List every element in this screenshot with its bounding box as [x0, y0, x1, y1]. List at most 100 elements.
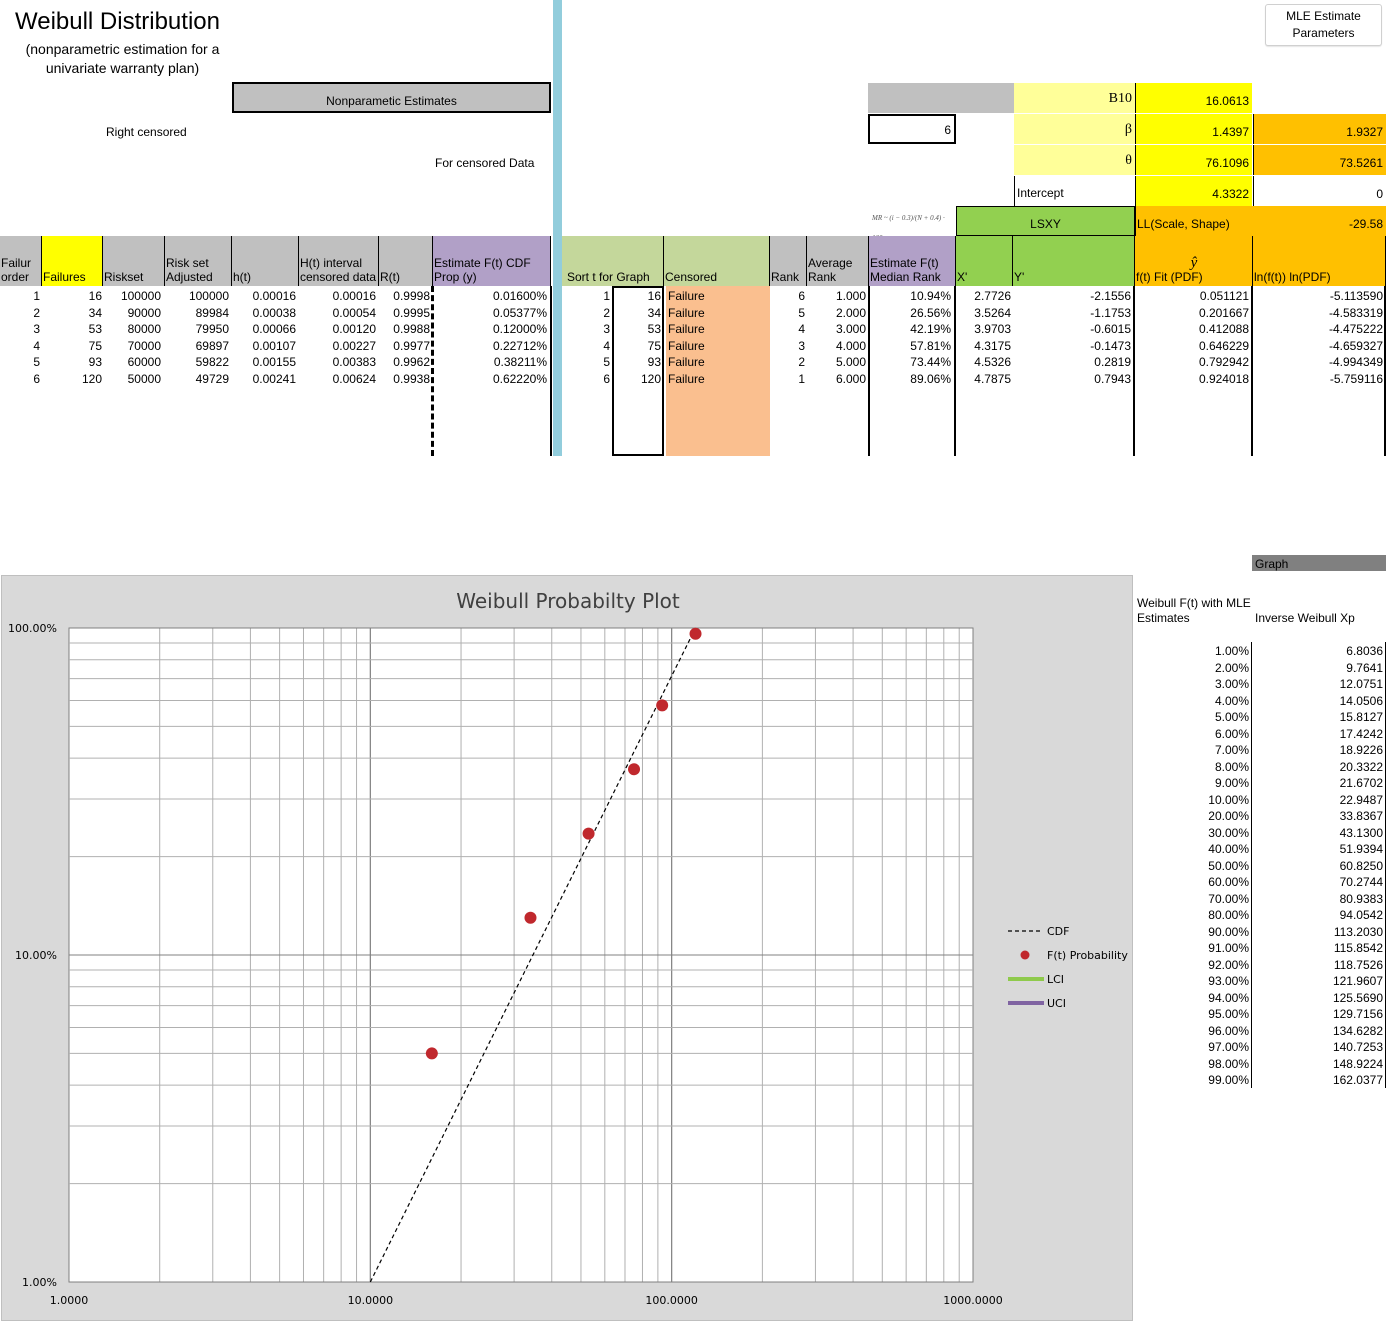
ll-value[interactable]: -29.58: [1253, 206, 1386, 236]
sort-cell[interactable]: 120: [640, 372, 661, 386]
ht-cell[interactable]: 0.00038: [252, 305, 296, 320]
y-cell[interactable]: -2.1556: [1090, 289, 1131, 303]
lnpdf-cell[interactable]: -4.659327: [1328, 338, 1383, 353]
inverse-xp-cell[interactable]: 70.2744: [1339, 875, 1383, 889]
adjusted-cell[interactable]: 89984: [195, 305, 229, 320]
inverse-xp-cell[interactable]: 22.9487: [1339, 792, 1383, 807]
intercept-mle-value[interactable]: 0: [1253, 176, 1386, 206]
inverse-percent-cell[interactable]: 91.00%: [1208, 941, 1249, 955]
average-rank-cell[interactable]: 5.000: [835, 355, 866, 370]
theta-mle-value[interactable]: 73.5261: [1253, 145, 1386, 175]
riskset-cell[interactable]: 60000: [127, 355, 161, 370]
sort-cell[interactable]: 75: [647, 338, 661, 353]
inverse-xp-cell[interactable]: 21.6702: [1339, 776, 1383, 790]
inverse-xp-cell[interactable]: 20.3322: [1339, 759, 1383, 774]
riskset-cell[interactable]: 80000: [127, 322, 161, 337]
Rt-cell[interactable]: 0.9988: [393, 322, 430, 337]
failure-order-cell[interactable]: 6: [33, 372, 40, 386]
rank-cell[interactable]: 5: [798, 305, 805, 320]
average-rank-cell[interactable]: 2.000: [835, 305, 866, 320]
censored-cell[interactable]: Failure: [668, 372, 705, 386]
inverse-xp-cell[interactable]: 6.8036: [1346, 644, 1383, 658]
Ft-cell[interactable]: 0.38211%: [493, 355, 547, 370]
median-rank-cell[interactable]: 89.06%: [910, 372, 951, 386]
failures-cell[interactable]: 120: [81, 372, 102, 386]
failure-order-cell[interactable]: 3: [33, 322, 40, 337]
inverse-percent-cell[interactable]: 30.00%: [1208, 825, 1249, 840]
pdf-cell[interactable]: 0.201667: [1198, 305, 1249, 320]
inverse-xp-cell[interactable]: 80.9383: [1339, 891, 1383, 906]
inverse-xp-cell[interactable]: 162.0377: [1332, 1073, 1383, 1087]
Ht-cell[interactable]: 0.00624: [332, 372, 376, 386]
failures-cell[interactable]: 16: [88, 289, 102, 303]
inverse-xp-cell[interactable]: 15.8127: [1339, 710, 1383, 724]
failure-order-cell[interactable]: 4: [33, 338, 40, 353]
ht-cell[interactable]: 0.00241: [252, 372, 296, 386]
inverse-percent-cell[interactable]: 80.00%: [1208, 908, 1249, 922]
inverse-percent-cell[interactable]: 9.00%: [1214, 776, 1249, 790]
sort-cell[interactable]: 34: [647, 305, 661, 320]
rank-cell[interactable]: 1: [798, 372, 805, 386]
inverse-percent-cell[interactable]: 95.00%: [1208, 1007, 1249, 1021]
ht-cell[interactable]: 0.00107: [252, 338, 296, 353]
inverse-percent-cell[interactable]: 5.00%: [1214, 710, 1249, 724]
inverse-percent-cell[interactable]: 97.00%: [1208, 1040, 1249, 1054]
x-cell[interactable]: 4.5326: [974, 355, 1011, 370]
Ft-cell[interactable]: 0.12000%: [492, 322, 547, 337]
average-rank-cell[interactable]: 4.000: [835, 338, 866, 353]
inverse-percent-cell[interactable]: 6.00%: [1214, 726, 1249, 741]
ht-cell[interactable]: 0.00155: [252, 355, 296, 370]
index-cell[interactable]: 1: [603, 289, 610, 303]
intercept-ls-value[interactable]: 4.3322: [1135, 176, 1252, 206]
index-cell[interactable]: 4: [603, 338, 610, 353]
inverse-xp-cell[interactable]: 148.9224: [1332, 1056, 1383, 1071]
inverse-xp-cell[interactable]: 17.4242: [1339, 726, 1383, 741]
adjusted-cell[interactable]: 100000: [188, 289, 229, 303]
Rt-cell[interactable]: 0.9977: [393, 338, 430, 353]
riskset-cell[interactable]: 100000: [120, 289, 161, 303]
median-rank-cell[interactable]: 26.56%: [910, 305, 951, 320]
lnpdf-cell[interactable]: -4.475222: [1328, 322, 1383, 337]
sort-cell[interactable]: 53: [647, 322, 661, 337]
x-cell[interactable]: 3.9703: [974, 322, 1011, 337]
riskset-cell[interactable]: 50000: [127, 372, 161, 386]
sort-cell[interactable]: 93: [647, 355, 661, 370]
failures-cell[interactable]: 53: [88, 322, 102, 337]
lnpdf-cell[interactable]: -5.759116: [1329, 372, 1383, 386]
average-rank-cell[interactable]: 6.000: [835, 372, 866, 386]
x-cell[interactable]: 4.3175: [974, 338, 1011, 353]
inverse-xp-cell[interactable]: 129.7156: [1332, 1007, 1383, 1021]
pdf-cell[interactable]: 0.051121: [1199, 289, 1249, 303]
inverse-percent-cell[interactable]: 92.00%: [1208, 957, 1249, 972]
ht-cell[interactable]: 0.00066: [252, 322, 296, 337]
failures-cell[interactable]: 75: [88, 338, 102, 353]
censored-cell[interactable]: Failure: [668, 355, 705, 370]
inverse-percent-cell[interactable]: 99.00%: [1208, 1073, 1249, 1087]
index-cell[interactable]: 2: [603, 305, 610, 320]
inverse-xp-cell[interactable]: 33.8367: [1339, 809, 1383, 823]
inverse-percent-cell[interactable]: 70.00%: [1208, 891, 1249, 906]
inverse-percent-cell[interactable]: 40.00%: [1208, 842, 1249, 856]
adjusted-cell[interactable]: 49729: [195, 372, 229, 386]
inverse-xp-cell[interactable]: 118.7526: [1333, 957, 1383, 972]
riskset-cell[interactable]: 70000: [127, 338, 161, 353]
inverse-xp-cell[interactable]: 9.7641: [1346, 660, 1383, 675]
lnpdf-cell[interactable]: -4.994349: [1328, 355, 1383, 370]
Ft-cell[interactable]: 0.62220%: [492, 372, 547, 386]
censored-cell[interactable]: Failure: [668, 322, 705, 337]
median-rank-cell[interactable]: 57.81%: [910, 338, 951, 353]
inverse-percent-cell[interactable]: 4.00%: [1214, 693, 1249, 708]
beta-mle-value[interactable]: 1.9327: [1253, 114, 1386, 144]
censored-cell[interactable]: Failure: [668, 305, 705, 320]
failure-order-cell[interactable]: 1: [33, 289, 40, 303]
inverse-xp-cell[interactable]: 113.2030: [1333, 924, 1383, 939]
index-cell[interactable]: 5: [603, 355, 610, 370]
censored-cell[interactable]: Failure: [668, 289, 705, 303]
inverse-percent-cell[interactable]: 8.00%: [1214, 759, 1249, 774]
inverse-xp-cell[interactable]: 12.0751: [1339, 677, 1383, 691]
inverse-percent-cell[interactable]: 10.00%: [1208, 792, 1249, 807]
average-rank-cell[interactable]: 3.000: [835, 322, 866, 337]
lnpdf-cell[interactable]: -5.113590: [1329, 289, 1383, 303]
sort-cell[interactable]: 16: [647, 289, 661, 303]
pdf-cell[interactable]: 0.646229: [1198, 338, 1249, 353]
